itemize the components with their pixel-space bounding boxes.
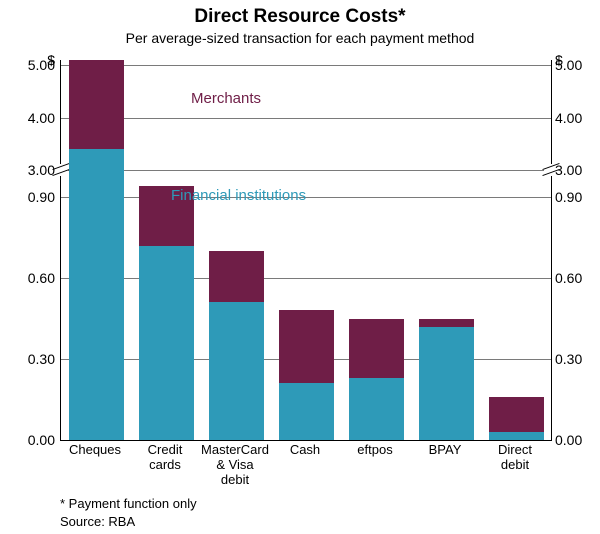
bar-financial-institutions [139, 246, 194, 440]
category-label: Directdebit [475, 443, 555, 473]
category-label: Cash [265, 443, 345, 458]
bar-merchants [209, 251, 264, 302]
bar-merchants [489, 397, 544, 432]
legend-merchants: Merchants [191, 90, 261, 107]
y-tick-left: 0.30 [28, 351, 55, 367]
gridline [61, 170, 551, 171]
chart-subtitle: Per average-sized transaction for each p… [0, 28, 600, 46]
bar-financial-institutions [209, 302, 264, 440]
category-label: MasterCard& Visadebit [195, 443, 275, 488]
y-tick-right: 0.60 [555, 270, 582, 286]
footnote: * Payment function only [60, 496, 197, 511]
y-tick-right: 4.00 [555, 110, 582, 126]
y-tick-right: 0.00 [555, 432, 582, 448]
axis-break [54, 164, 68, 176]
bar-financial-institutions [349, 378, 404, 440]
y-tick-left: 0.00 [28, 432, 55, 448]
category-label: BPAY [405, 443, 485, 458]
y-tick-right: 5.00 [555, 57, 582, 73]
category-label: eftpos [335, 443, 415, 458]
y-tick-left: 4.00 [28, 110, 55, 126]
category-label: Creditcards [125, 443, 205, 473]
bar-group [279, 310, 334, 440]
gridline [61, 118, 551, 119]
bar-group [419, 319, 474, 441]
y-tick-left: 3.00 [28, 162, 55, 178]
bar-merchants [419, 319, 474, 327]
y-tick-right: 0.30 [555, 351, 582, 367]
y-tick-right: 3.00 [555, 162, 582, 178]
plot-area: Merchants Financial institutions [60, 60, 552, 441]
legend-financial-institutions: Financial institutions [171, 187, 306, 204]
bar-financial-institutions [279, 383, 334, 440]
bar-group [349, 319, 404, 441]
bar-merchants [349, 319, 404, 378]
source: Source: RBA [60, 514, 135, 529]
bar-merchants [279, 310, 334, 383]
chart-title: Direct Resource Costs* [0, 0, 600, 28]
bar-financial-institutions [69, 149, 124, 440]
y-tick-left: 0.90 [28, 189, 55, 205]
bar-group [69, 60, 124, 440]
category-label: Cheques [55, 443, 135, 458]
gridline [61, 65, 551, 66]
gridline [61, 278, 551, 279]
bar-financial-institutions [489, 432, 544, 440]
y-tick-left: 0.60 [28, 270, 55, 286]
bar-group [209, 251, 264, 440]
y-tick-left: 5.00 [28, 57, 55, 73]
bar-financial-institutions [419, 327, 474, 440]
bar-merchants [69, 60, 124, 149]
chart-container: Direct Resource Costs* Per average-sized… [0, 0, 600, 534]
bar-group [139, 186, 194, 440]
bar-group [489, 397, 544, 440]
y-tick-right: 0.90 [555, 189, 582, 205]
